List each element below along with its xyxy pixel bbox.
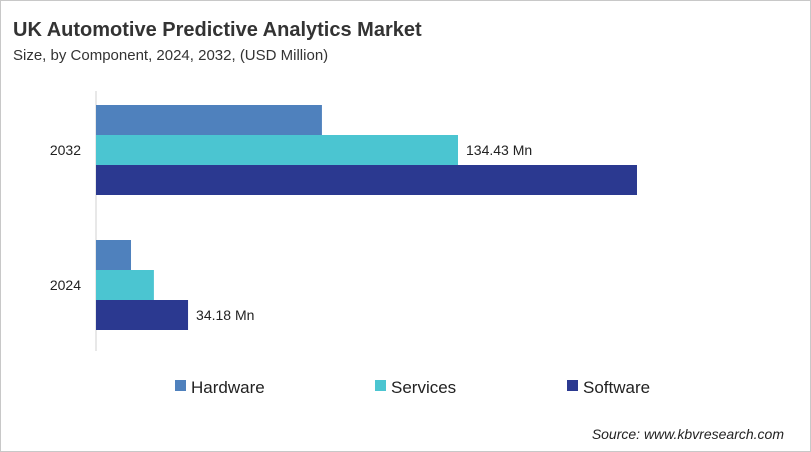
bar-2024-hardware	[96, 240, 132, 270]
category-label-2032: 2032	[50, 142, 81, 158]
legend-label-hardware: Hardware	[191, 378, 265, 397]
source-note: Source: www.kbvresearch.com	[591, 426, 784, 442]
data-label-2032-services: 134.43 Mn	[466, 142, 532, 158]
legend-swatch-services	[375, 380, 386, 391]
legend-label-software: Software	[583, 378, 650, 397]
legend-label-services: Services	[391, 378, 456, 397]
chart-subtitle: Size, by Component, 2024, 2032, (USD Mil…	[13, 47, 329, 64]
category-label-2024: 2024	[50, 277, 81, 293]
bar-2032-services	[96, 135, 458, 165]
legend-swatch-hardware	[175, 380, 186, 391]
bar-2024-software	[96, 300, 189, 330]
chart-title: UK Automotive Predictive Analytics Marke…	[13, 19, 422, 41]
bar-2032-software	[96, 165, 637, 195]
legend-swatch-software	[567, 380, 578, 391]
bar-2032-hardware	[96, 105, 322, 135]
bar-2024-services	[96, 270, 154, 300]
data-label-2024-software: 34.18 Mn	[196, 307, 254, 323]
